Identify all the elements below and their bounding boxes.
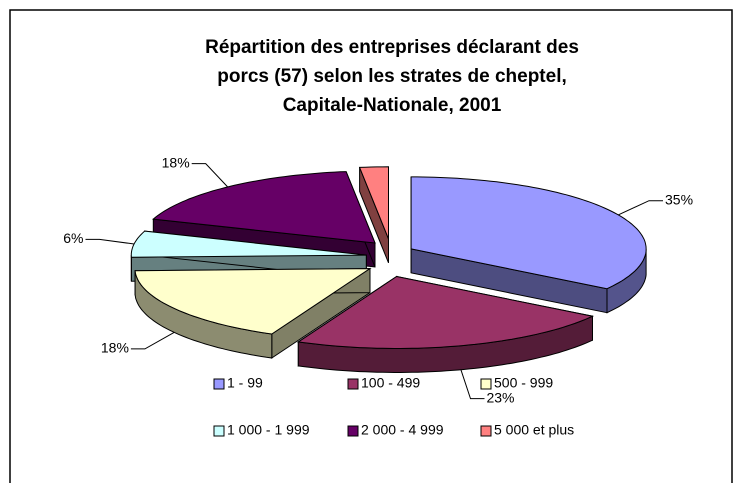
slice: [134, 268, 372, 335]
legend-swatch: [347, 378, 359, 390]
leader-line: [191, 163, 228, 188]
legend-swatch: [213, 378, 225, 390]
legend-label: 500 - 999: [494, 375, 553, 391]
legend-swatch: [480, 378, 492, 390]
chart-title: porcs (57) selon les strates de cheptel,: [217, 66, 567, 87]
slice: [296, 275, 595, 349]
data-label: 6%: [63, 230, 83, 246]
slice: [410, 176, 647, 290]
legend-swatch: [213, 425, 225, 437]
legend-label: 1 - 99: [227, 375, 263, 391]
slice: [358, 166, 389, 239]
chart-title: Répartition des entreprises déclarant de…: [205, 37, 579, 58]
data-label: 18%: [162, 154, 190, 170]
data-label: 23%: [486, 389, 514, 405]
chart-title: Capitale-Nationale, 2001: [283, 95, 502, 116]
data-label: 35%: [665, 191, 693, 207]
slice-tops: [130, 166, 647, 349]
data-label: 18%: [101, 340, 129, 356]
legend-swatch: [480, 425, 492, 437]
leader-line: [130, 331, 175, 350]
legend-label: 5 000 et plus: [494, 422, 574, 438]
slice: [152, 171, 376, 244]
leader-line: [460, 369, 485, 400]
legend-label: 100 - 499: [361, 375, 420, 391]
leader-line: [85, 238, 135, 245]
legend-swatch: [347, 425, 359, 437]
leader-line: [617, 200, 663, 216]
legend-label: 2 000 - 4 999: [361, 422, 444, 438]
legend-label: 1 000 - 1 999: [227, 422, 310, 438]
